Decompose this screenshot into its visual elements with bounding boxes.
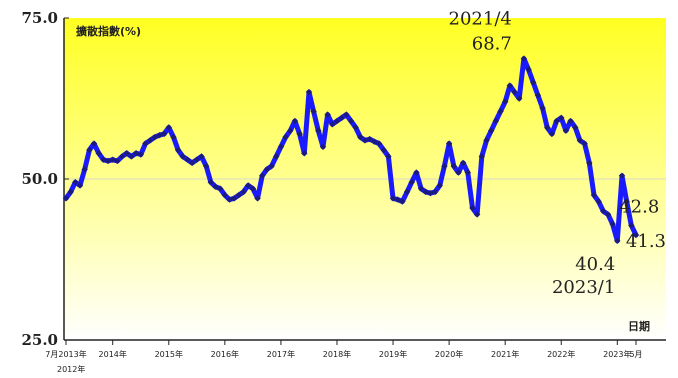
x-tick-label: 2019年 <box>379 349 407 359</box>
data-annotation: 2021/4 <box>449 9 512 30</box>
data-annotation: 42.8 <box>619 196 659 217</box>
x-tick-label: 2022年 <box>547 349 575 359</box>
y-tick-label: 50.0 <box>21 170 58 188</box>
x-tick-label: 7月2013年 <box>45 349 86 359</box>
x-axis-label: 日期 <box>628 319 650 333</box>
y-tick-label: 75.0 <box>21 9 58 27</box>
x-ticks: 7月2013年 2014年 2015年 2016年 2017年 2018年 2019年 202… <box>45 340 642 359</box>
x-tick-sublabel: 2012年 <box>57 364 85 374</box>
data-annotation: 2023/1 <box>552 277 615 298</box>
y-ticks: 75.0 50.0 25.0 <box>21 9 69 349</box>
x-tick-label: 2020年 <box>435 349 463 359</box>
x-tick-label: 5月 <box>629 350 642 359</box>
x-tick-label: 2015年 <box>155 349 183 359</box>
y-axis-label: 擴散指數(%) <box>76 24 141 38</box>
x-tick-label: 2014年 <box>99 349 127 359</box>
x-tick-label: 2016年 <box>211 349 239 359</box>
data-annotation: 41.3 <box>626 231 666 252</box>
x-tick-label: 2018年 <box>323 349 351 359</box>
x-tick-label: 2021年 <box>491 349 519 359</box>
y-tick-label: 25.0 <box>21 331 58 349</box>
x-tick-label: 2023年 <box>603 349 631 359</box>
x-tick-label: 2017年 <box>267 349 295 359</box>
data-annotation: 40.4 <box>575 254 615 275</box>
data-annotation: 68.7 <box>472 34 512 55</box>
